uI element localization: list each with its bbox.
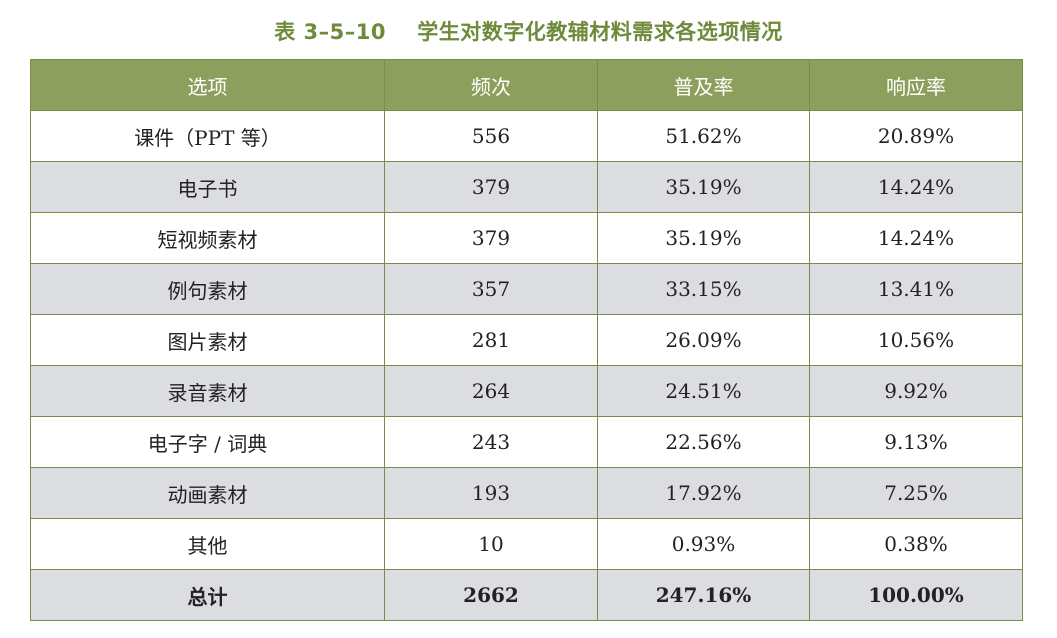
total-penetration-rate: 247.16% [597,569,810,621]
cell-penetration-rate: 51.62% [597,110,810,162]
cell-frequency: 357 [384,263,598,315]
cell-frequency: 379 [384,212,598,264]
total-response-rate: 100.00% [809,569,1023,621]
cell-frequency: 264 [384,365,598,417]
cell-option: 其他 [30,518,385,570]
cell-response-rate: 9.13% [809,416,1023,468]
table-row: 例句素材 357 33.15% 13.41% [30,263,1023,315]
cell-response-rate: 9.92% [809,365,1023,417]
cell-frequency: 193 [384,467,598,519]
cell-penetration-rate: 0.93% [597,518,810,570]
total-frequency: 2662 [384,569,598,621]
cell-penetration-rate: 26.09% [597,314,810,366]
cell-option: 短视频素材 [30,212,385,264]
cell-response-rate: 14.24% [809,212,1023,264]
cell-penetration-rate: 22.56% [597,416,810,468]
cell-penetration-rate: 17.92% [597,467,810,519]
data-table: 选项 频次 普及率 响应率 课件（PPT 等） 556 51.62% 20.89… [30,59,1023,621]
cell-response-rate: 7.25% [809,467,1023,519]
table-row: 课件（PPT 等） 556 51.62% 20.89% [30,110,1023,162]
table-row: 录音素材 264 24.51% 9.92% [30,365,1023,417]
cell-option: 录音素材 [30,365,385,417]
cell-penetration-rate: 35.19% [597,161,810,213]
table-row: 电子书 379 35.19% 14.24% [30,161,1023,213]
cell-frequency: 243 [384,416,598,468]
cell-penetration-rate: 35.19% [597,212,810,264]
cell-option: 图片素材 [30,314,385,366]
cell-response-rate: 14.24% [809,161,1023,213]
header-penetration-rate: 普及率 [597,59,810,111]
cell-frequency: 281 [384,314,598,366]
total-row: 总计 2662 247.16% 100.00% [30,569,1023,621]
cell-response-rate: 20.89% [809,110,1023,162]
cell-penetration-rate: 24.51% [597,365,810,417]
cell-frequency: 556 [384,110,598,162]
header-response-rate: 响应率 [809,59,1023,111]
table-row: 动画素材 193 17.92% 7.25% [30,467,1023,519]
table-caption: 表 3–5–10 学生对数字化教辅材料需求各选项情况 [274,20,783,44]
total-label: 总计 [30,569,385,621]
cell-penetration-rate: 33.15% [597,263,810,315]
cell-response-rate: 13.41% [809,263,1023,315]
header-option: 选项 [30,59,385,111]
table-row: 其他 10 0.93% 0.38% [30,518,1023,570]
cell-frequency: 10 [384,518,598,570]
table-row: 短视频素材 379 35.19% 14.24% [30,212,1023,264]
cell-response-rate: 10.56% [809,314,1023,366]
cell-frequency: 379 [384,161,598,213]
cell-option: 例句素材 [30,263,385,315]
cell-option: 电子字 / 词典 [30,416,385,468]
cell-option: 电子书 [30,161,385,213]
cell-option: 课件（PPT 等） [30,110,385,162]
cell-option: 动画素材 [30,467,385,519]
header-row: 选项 频次 普及率 响应率 [30,59,1023,111]
table-row: 电子字 / 词典 243 22.56% 9.13% [30,416,1023,468]
table-row: 图片素材 281 26.09% 10.56% [30,314,1023,366]
header-frequency: 频次 [384,59,598,111]
cell-response-rate: 0.38% [809,518,1023,570]
